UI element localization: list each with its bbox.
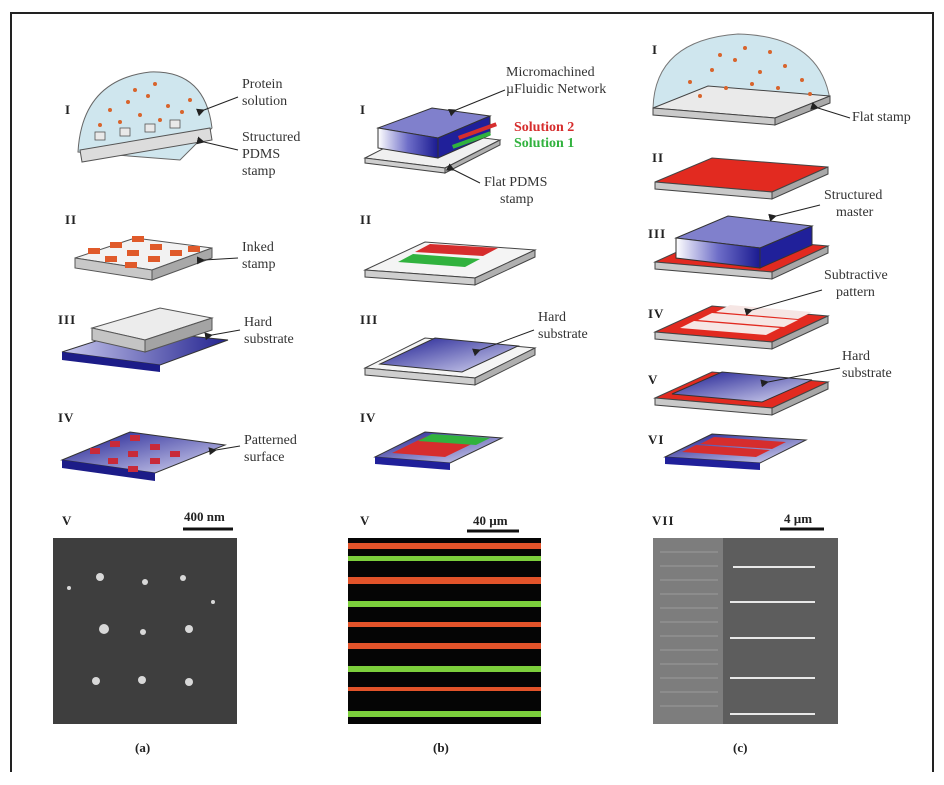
- a-label-hard-line1: Hard: [244, 315, 272, 330]
- c-step-4-illustration: [653, 289, 830, 350]
- b-step-5-numeral: V: [360, 513, 371, 528]
- b-label-flat-line2: stamp: [500, 192, 534, 207]
- a-label-inked-line1: Inked: [242, 240, 274, 255]
- a-sem-image: [53, 527, 237, 724]
- b-step-1-illustration: [363, 89, 506, 184]
- a-step-3-illustration: [61, 307, 241, 372]
- b-label-network-line2: µFluidic Network: [506, 82, 607, 97]
- c-label-flat-stamp: Flat stamp: [852, 110, 911, 125]
- c-label-master-line1: Structured: [824, 188, 883, 203]
- a-label-stamp-line3: stamp: [242, 164, 276, 179]
- b-label-solution-1: Solution 1: [514, 136, 575, 151]
- a-label-protein-line1: Protein: [242, 77, 283, 92]
- a-label-stamp-line2: PDMS: [242, 147, 281, 162]
- b-label-hard-line1: Hard: [538, 310, 566, 325]
- c-step-2-illustration: [654, 157, 829, 200]
- b-step-4-illustration: [373, 431, 504, 470]
- a-step-4-numeral: IV: [58, 410, 75, 425]
- b-fluorescence-image: [348, 529, 541, 724]
- b-step-2-illustration: [363, 241, 537, 286]
- c-step-7-numeral: VII: [652, 513, 675, 528]
- a-caption: (a): [135, 740, 151, 755]
- a-step-2-illustration: [74, 236, 239, 281]
- b-step-2-numeral: II: [360, 212, 373, 227]
- a-step-2-numeral: II: [65, 212, 78, 227]
- c-label-subtractive-line1: Subtractive: [824, 268, 888, 283]
- a-step-3-numeral: III: [58, 312, 77, 327]
- c-step-2-numeral: II: [652, 150, 665, 165]
- b-label-solution-2: Solution 2: [514, 120, 575, 135]
- c-step-1-illustration: [652, 33, 851, 126]
- a-label-stamp-line1: Structured: [242, 130, 301, 145]
- a-step-4-illustration: [60, 431, 241, 481]
- c-step-4-numeral: IV: [648, 306, 665, 321]
- c-label-hard-line1: Hard: [842, 349, 870, 364]
- a-step-1-illustration: [77, 71, 239, 163]
- b-label-hard-line2: substrate: [538, 327, 588, 342]
- c-step-6-numeral: VI: [648, 432, 665, 447]
- c-step-5-illustration: [653, 367, 841, 416]
- a-label-protein-line2: solution: [242, 94, 288, 109]
- a-label-inked-line2: stamp: [242, 257, 276, 272]
- c-step-3-numeral: III: [648, 226, 667, 241]
- c-label-hard-line2: substrate: [842, 366, 892, 381]
- c-step-6-illustration: [663, 433, 808, 470]
- b-label-network-line1: Micromachined: [506, 65, 595, 80]
- b-step-1-numeral: I: [360, 102, 367, 117]
- b-step-3-illustration: [363, 329, 537, 386]
- c-caption: (c): [733, 740, 748, 755]
- b-step-4-numeral: IV: [360, 410, 377, 425]
- a-label-hard-line2: substrate: [244, 332, 294, 347]
- c-label-master-line2: master: [836, 205, 874, 220]
- c-step-3-illustration: [653, 204, 830, 280]
- b-scale-bar-label: 40 µm: [473, 513, 508, 528]
- c-label-subtractive-line2: pattern: [836, 285, 875, 300]
- a-label-patterned-line2: surface: [244, 450, 285, 465]
- figure-frame: [10, 12, 934, 772]
- c-sem-image: [653, 527, 838, 724]
- a-label-patterned-line1: Patterned: [244, 433, 297, 448]
- b-label-flat-line1: Flat PDMS: [484, 175, 548, 190]
- a-scale-bar-label: 400 nm: [184, 509, 225, 524]
- a-step-5-numeral: V: [62, 513, 73, 528]
- c-scale-bar-label: 4 µm: [784, 511, 813, 526]
- b-caption: (b): [433, 740, 449, 755]
- b-step-3-numeral: III: [360, 312, 379, 327]
- c-step-1-numeral: I: [652, 42, 659, 57]
- c-step-5-numeral: V: [648, 372, 659, 387]
- a-step-1-numeral: I: [65, 102, 72, 117]
